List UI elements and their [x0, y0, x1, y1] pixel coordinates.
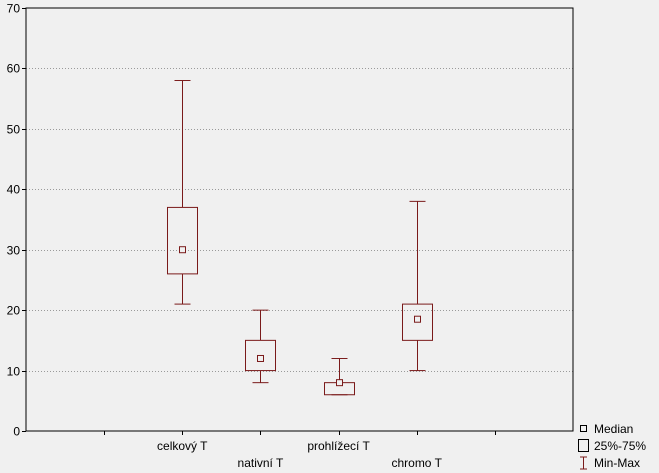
x-axis: celkový T nativní T prohlížecí T chromo T: [104, 431, 496, 470]
iqr-box: [245, 339, 276, 372]
box-3: [402, 200, 433, 372]
legend-median-marker: [580, 425, 587, 432]
y-tick-label: 60: [7, 62, 21, 76]
box-0: [167, 80, 198, 305]
legend-item: Median: [580, 422, 633, 436]
legend-box: [578, 439, 589, 452]
median-marker: [336, 379, 343, 387]
box-2: [324, 357, 355, 396]
legend-item: 25%-75%: [578, 439, 646, 453]
box-1: [245, 309, 276, 384]
median-marker: [179, 246, 186, 254]
y-tick-label: 0: [13, 425, 20, 439]
plot-frame: [25, 7, 574, 432]
plot-background: [26, 8, 573, 431]
median-marker: [414, 315, 421, 323]
y-tick-label: 20: [7, 304, 21, 318]
y-tick-label: 30: [7, 244, 21, 258]
category-label: nativní T: [238, 456, 284, 470]
category-label: prohlížecí T: [307, 439, 370, 453]
y-tick-label: 70: [7, 2, 21, 16]
legend: Median 25%-75% Min-Max: [578, 422, 646, 470]
iqr-box: [402, 303, 433, 341]
median-marker: [257, 354, 264, 362]
y-axis: 0 10 20 30 40 50 60 70: [7, 2, 26, 439]
legend-label: 25%-75%: [594, 439, 646, 453]
iqr-box: [167, 206, 198, 275]
y-tick-label: 10: [7, 365, 21, 379]
category-label: chromo T: [391, 456, 442, 470]
y-tick-label: 50: [7, 123, 21, 137]
category-label: celkový T: [157, 439, 208, 453]
y-tick-label: 40: [7, 183, 21, 197]
legend-label: Median: [594, 422, 633, 436]
box-series: [167, 80, 433, 396]
legend-item: Min-Max: [580, 456, 640, 470]
grid-lines: [26, 68, 573, 372]
legend-label: Min-Max: [594, 456, 640, 470]
